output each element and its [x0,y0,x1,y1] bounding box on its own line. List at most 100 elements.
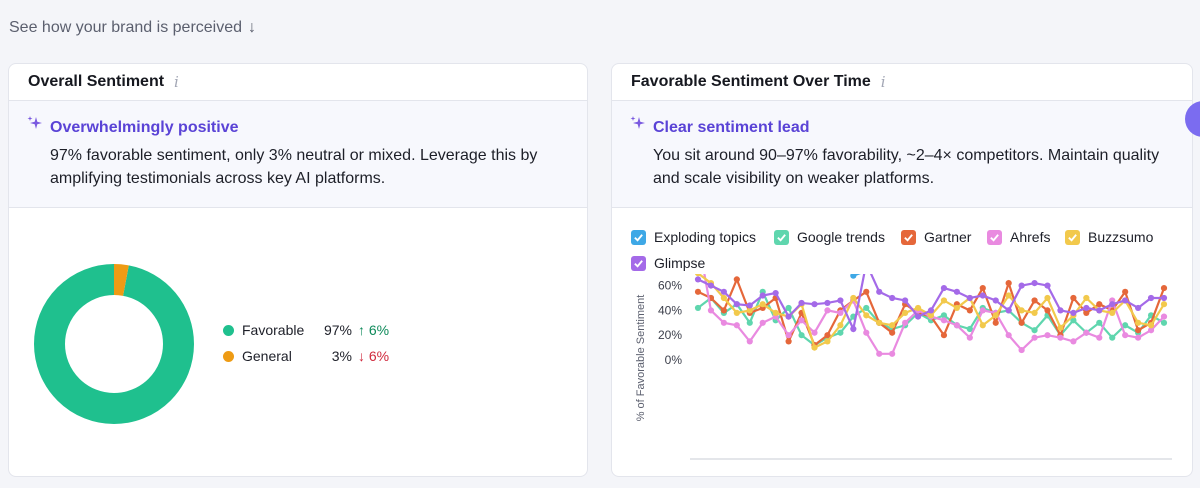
data-point[interactable] [1135,327,1142,334]
data-point[interactable] [1083,309,1090,316]
data-point[interactable] [966,294,973,302]
data-point[interactable] [1018,346,1025,354]
data-point[interactable] [1070,317,1077,324]
data-point[interactable] [889,329,896,336]
data-point[interactable] [1160,284,1168,292]
data-point[interactable] [889,294,896,302]
data-point[interactable] [772,309,779,316]
legend-gartner[interactable]: Gartner [901,229,971,245]
data-point[interactable] [695,274,701,277]
data-point[interactable] [992,319,999,326]
data-point[interactable] [746,338,753,345]
data-point[interactable] [1070,294,1077,302]
data-point[interactable] [1031,297,1038,304]
data-point[interactable] [811,329,818,336]
data-point[interactable] [992,312,999,319]
data-point[interactable] [1122,297,1129,304]
data-point[interactable] [1018,282,1025,289]
data-point[interactable] [798,299,805,307]
data-point[interactable] [824,299,831,307]
data-point[interactable] [707,282,715,289]
data-point[interactable] [1083,294,1090,302]
data-point[interactable] [863,329,870,336]
data-point[interactable] [1044,294,1051,302]
data-point[interactable] [759,319,766,326]
data-point[interactable] [733,309,740,316]
data-point[interactable] [733,301,740,308]
info-icon[interactable]: i [174,73,179,91]
data-point[interactable] [1147,322,1155,329]
data-point[interactable] [1122,322,1129,329]
data-point[interactable] [798,332,805,339]
data-point[interactable] [1109,309,1116,316]
data-point[interactable] [1057,334,1064,341]
legend-google-trends[interactable]: Google trends [774,229,885,245]
legend-buzzsumo[interactable]: Buzzsumo [1065,229,1153,245]
data-point[interactable] [720,294,727,302]
data-point[interactable] [1018,319,1025,326]
data-point[interactable] [837,329,844,336]
data-point[interactable] [876,350,883,357]
data-point[interactable] [902,297,909,304]
data-point[interactable] [746,319,753,326]
data-point[interactable] [1109,301,1116,308]
data-point[interactable] [940,332,948,339]
data-point[interactable] [811,344,818,351]
data-point[interactable] [876,288,883,295]
info-icon[interactable]: i [880,73,886,91]
data-point[interactable] [1005,332,1012,339]
data-point[interactable] [889,350,896,357]
data-point[interactable] [837,309,844,316]
data-point[interactable] [1147,327,1155,334]
data-point[interactable] [1160,319,1168,326]
data-point[interactable] [979,284,986,292]
data-point[interactable] [707,307,715,314]
data-point[interactable] [914,304,922,312]
checkbox-icon[interactable] [987,229,1002,245]
data-point[interactable] [1160,301,1168,308]
data-point[interactable] [1109,334,1116,341]
data-point[interactable] [746,307,753,314]
data-point[interactable] [785,304,792,312]
data-point[interactable] [850,274,857,279]
data-point[interactable] [940,297,948,304]
data-point[interactable] [1122,288,1129,295]
checkbox-icon[interactable] [901,229,916,245]
data-point[interactable] [927,312,935,319]
data-point[interactable] [1135,334,1142,341]
data-point[interactable] [914,313,922,320]
data-point[interactable] [1096,319,1103,326]
data-point[interactable] [1083,304,1090,312]
data-point[interactable] [876,319,883,326]
data-point[interactable] [966,334,973,341]
data-point[interactable] [1070,338,1077,345]
data-point[interactable] [694,288,702,295]
data-point[interactable] [759,301,766,308]
data-point[interactable] [1096,307,1103,314]
data-point[interactable] [902,319,909,326]
data-point[interactable] [1044,282,1051,289]
data-point[interactable] [979,322,986,329]
data-point[interactable] [1031,327,1038,334]
data-point[interactable] [1083,329,1090,336]
data-point[interactable] [1005,292,1012,299]
data-point[interactable] [837,297,844,304]
data-point[interactable] [953,304,960,312]
data-point[interactable] [850,294,857,302]
floating-assistant-button[interactable] [1185,101,1200,137]
data-point[interactable] [979,307,986,314]
data-point[interactable] [1005,280,1012,287]
data-point[interactable] [1135,304,1142,312]
checkbox-icon[interactable] [1065,229,1080,245]
data-point[interactable] [863,304,870,312]
data-point[interactable] [1031,309,1038,316]
data-point[interactable] [992,297,999,304]
legend-exploding-topics[interactable]: Exploding topics [631,229,756,245]
data-point[interactable] [759,292,766,299]
data-point[interactable] [1057,307,1064,314]
data-point[interactable] [837,322,844,329]
data-point[interactable] [953,322,960,329]
data-point[interactable] [798,317,805,324]
data-point[interactable] [889,322,896,329]
data-point[interactable] [940,284,948,292]
